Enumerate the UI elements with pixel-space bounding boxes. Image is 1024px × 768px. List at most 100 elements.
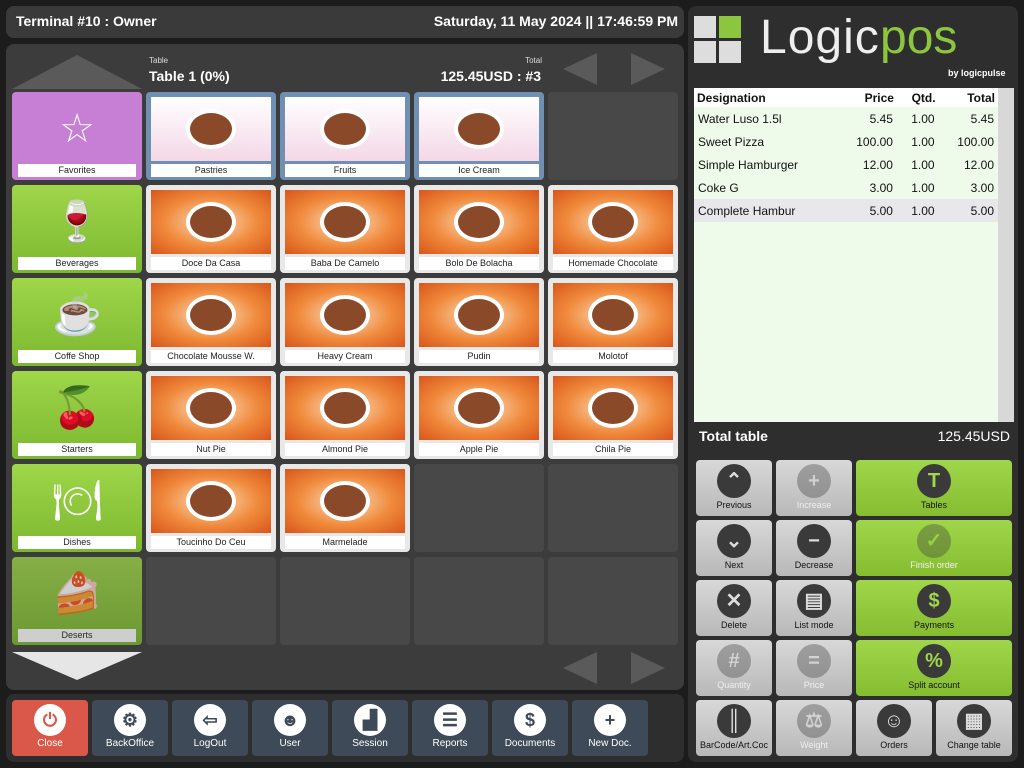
category-deserts[interactable]: 🍰 Deserts [12, 557, 142, 645]
category-label: Dishes [18, 536, 136, 549]
ticket-cell: 1.00 [911, 157, 935, 172]
category-beverages[interactable]: 🍷 Beverages [12, 185, 142, 273]
food-picture [588, 202, 638, 242]
product-tile[interactable]: Doce Da Casa [146, 185, 276, 273]
product-label: Fruits [285, 164, 405, 177]
product-label: Molotof [553, 350, 673, 363]
products-next-page[interactable] [631, 53, 665, 85]
split-account-button[interactable]: % Split account [856, 640, 1012, 696]
ticket-row[interactable]: Simple Hamburger 12.00 1.00 12.00 [694, 153, 998, 176]
product-tile[interactable]: Heavy Cream [280, 278, 410, 366]
previous-button[interactable]: ⌃ Previous [696, 460, 772, 516]
food-picture [320, 295, 370, 335]
product-tile[interactable]: Baba De Camelo [280, 185, 410, 273]
products-next-page-bottom[interactable] [631, 652, 665, 684]
table-icon: T [917, 464, 951, 498]
product-tile[interactable]: Ice Cream [414, 92, 544, 180]
change-table-icon: ▦ [957, 704, 991, 738]
category-label: Beverages [18, 257, 136, 270]
column-header[interactable]: Qtd. [896, 88, 939, 107]
categories-scroll-up[interactable] [12, 55, 142, 89]
next-button[interactable]: ⌄ Next [696, 520, 772, 576]
food-picture [186, 202, 236, 242]
category-coffe-shop[interactable]: ☕ Coffe Shop [12, 278, 142, 366]
orders-button[interactable]: ☺ Orders [856, 700, 932, 756]
ticket-scrollbar[interactable] [998, 88, 1014, 422]
column-header[interactable]: Designation [694, 88, 838, 107]
barcode-icon: ║ [717, 704, 751, 738]
food-picture [588, 295, 638, 335]
close-button[interactable]: ⏻ Close [12, 700, 88, 756]
documents-button[interactable]: $ Documents [492, 700, 568, 756]
ticket-cell: Sweet Pizza [698, 134, 765, 149]
button-label: Payments [913, 620, 955, 630]
ticket-cell: 1.00 [911, 111, 935, 126]
new-doc--button[interactable]: + New Doc. [572, 700, 648, 756]
decrease-button[interactable]: − Decrease [776, 520, 852, 576]
list-mode-button[interactable]: ▤ List mode [776, 580, 852, 636]
product-image [419, 97, 539, 161]
logout-button[interactable]: ⇦ LogOut [172, 700, 248, 756]
product-image [553, 190, 673, 254]
category-favorites[interactable]: ☆ Favorites [12, 92, 142, 180]
change-table-button[interactable]: ▦ Change table [936, 700, 1012, 756]
product-tile[interactable]: Chocolate Mousse W. [146, 278, 276, 366]
reports-button[interactable]: ☰ Reports [412, 700, 488, 756]
plate-icon: 🍽 [52, 479, 103, 523]
products-prev-page[interactable] [563, 53, 597, 85]
products-prev-page-bottom[interactable] [563, 652, 597, 684]
ticket-grid[interactable]: Designation Price Qtd. Total Water Luso 1.5l… [694, 88, 1014, 422]
product-tile[interactable]: Molotof [548, 278, 678, 366]
food-picture [454, 202, 504, 242]
product-tile[interactable]: Fruits [280, 92, 410, 180]
quantity-button[interactable]: # Quantity [696, 640, 772, 696]
category-starters[interactable]: 🍒 Starters [12, 371, 142, 459]
ticket-row[interactable]: Water Luso 1.5l 5.45 1.00 5.45 [694, 107, 998, 130]
product-tile[interactable]: Bolo De Bolacha [414, 185, 544, 273]
payments-button[interactable]: $ Payments [856, 580, 1012, 636]
orders-icon: ☺ [877, 704, 911, 738]
categories-scroll-down[interactable] [12, 652, 142, 680]
ticket-cell: 5.45 [869, 111, 893, 126]
finish-order-button[interactable]: ✓ Finish order [856, 520, 1012, 576]
logo-text-pos: pos [880, 11, 958, 64]
product-label: Bolo De Bolacha [419, 257, 539, 270]
button-label: Decrease [794, 560, 834, 570]
food-picture [320, 388, 370, 428]
split-account-icon: % [917, 644, 951, 678]
product-tile[interactable]: Almond Pie [280, 371, 410, 459]
increase-button[interactable]: + Increase [776, 460, 852, 516]
weight-button[interactable]: ⚖ Weight [776, 700, 852, 756]
price-button[interactable]: = Price [776, 640, 852, 696]
user-button[interactable]: ☻ User [252, 700, 328, 756]
quantity-icon: # [717, 644, 751, 678]
product-tile[interactable]: Pastries [146, 92, 276, 180]
product-tile[interactable]: Toucinho Do Ceu [146, 464, 276, 552]
ticket-row[interactable]: Sweet Pizza 100.00 1.00 100.00 [694, 130, 998, 153]
barcode-art-coc-button[interactable]: ║ BarCode/Art.Coc [696, 700, 772, 756]
button-label: Quantity [717, 680, 751, 690]
product-tile[interactable]: Pudin [414, 278, 544, 366]
session-button[interactable]: ▟ Session [332, 700, 408, 756]
button-label: Orders [880, 740, 908, 750]
column-header[interactable]: Total [938, 88, 998, 107]
button-label: Tables [920, 500, 947, 510]
column-header[interactable]: Price [837, 88, 897, 107]
product-tile[interactable]: Apple Pie [414, 371, 544, 459]
empty-product-slot [414, 464, 544, 552]
product-tile[interactable]: Homemade Chocolate [548, 185, 678, 273]
ticket-row[interactable]: Coke G 3.00 1.00 3.00 [694, 176, 998, 199]
product-tile[interactable]: Nut Pie [146, 371, 276, 459]
product-label: Nut Pie [151, 443, 271, 456]
product-tile[interactable]: Chila Pie [548, 371, 678, 459]
category-dishes[interactable]: 🍽 Dishes [12, 464, 142, 552]
ticket-row[interactable]: Complete Hambur 5.00 1.00 5.00 [694, 199, 998, 222]
user-icon: ☻ [274, 704, 306, 736]
backoffice-button[interactable]: ⚙ BackOffice [92, 700, 168, 756]
delete-button[interactable]: ✕ Delete [696, 580, 772, 636]
button-label: Reports [432, 738, 468, 749]
food-picture [320, 202, 370, 242]
button-label: Previous [716, 500, 752, 510]
tables-button[interactable]: T Tables [856, 460, 1012, 516]
product-tile[interactable]: Marmelade [280, 464, 410, 552]
